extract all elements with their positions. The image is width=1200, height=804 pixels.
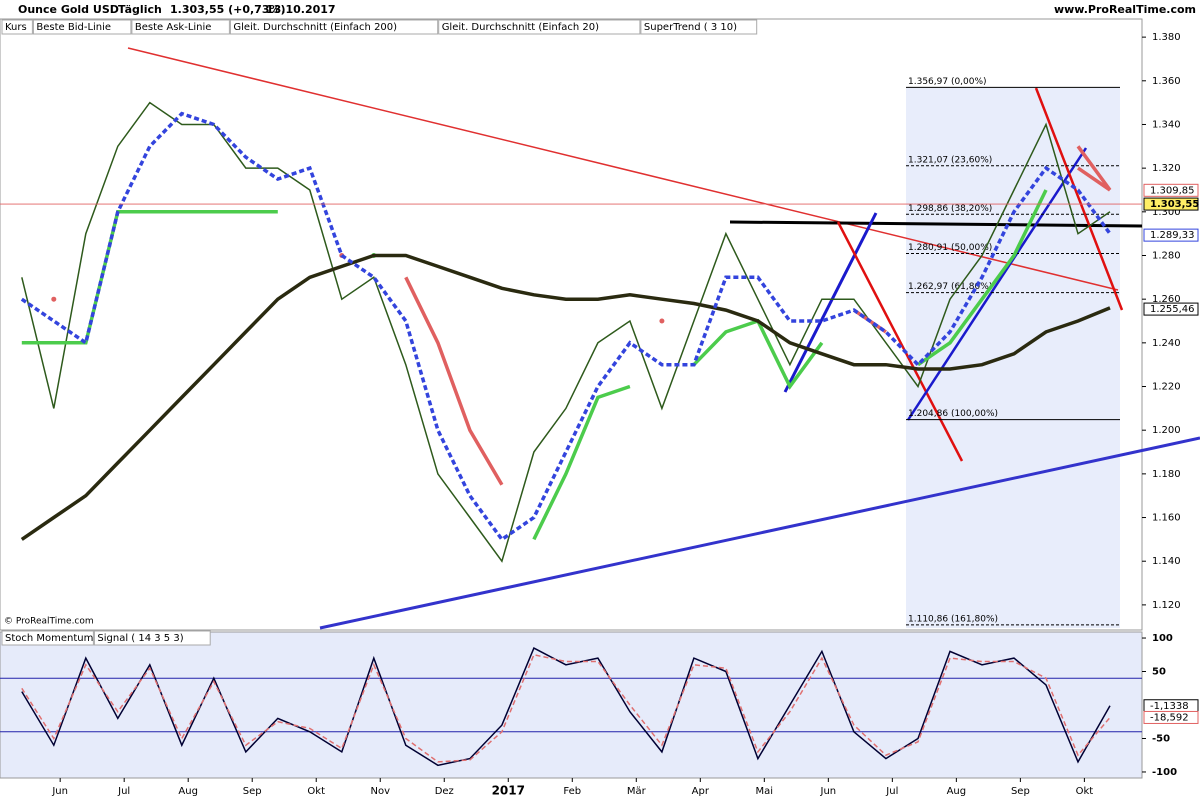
x-tick-label: Aug xyxy=(947,786,967,797)
x-tick-label: Mai xyxy=(756,786,774,797)
y-tick-label: 1.340 xyxy=(1152,119,1181,130)
fib-label: 1.204,86 (100,00%) xyxy=(908,409,998,419)
trend-line xyxy=(729,220,1143,228)
legend-label: Stoch Momentum xyxy=(5,633,93,644)
series-line xyxy=(404,276,504,486)
trend-line xyxy=(906,147,1088,421)
x-tick-label: Feb xyxy=(563,786,581,797)
legend-box xyxy=(438,19,641,35)
legend-box xyxy=(1,19,33,35)
legend-label: Gleit. Durchschnitt (Einfach 200) xyxy=(233,22,397,33)
x-tick-label: Sep xyxy=(1011,786,1030,797)
x-tick-label: Jun xyxy=(820,786,837,797)
y-tick-label: 1.360 xyxy=(1152,76,1181,87)
x-tick-label: Okt xyxy=(307,786,325,797)
legend-label: Signal ( 14 3 5 3) xyxy=(97,633,183,644)
price-tag-label: -1,1338 xyxy=(1150,701,1189,712)
price-tag xyxy=(1143,710,1199,724)
fib-label: 1.298,86 (38,20%) xyxy=(908,204,992,214)
series-line xyxy=(20,253,1111,541)
price-tag-label: 1.289,33 xyxy=(1150,230,1195,241)
legend-box xyxy=(229,19,439,35)
series-point xyxy=(51,296,57,302)
legend-label: SuperTrend ( 3 10) xyxy=(644,22,737,33)
x-tick-label: Jul xyxy=(885,786,898,797)
series-point xyxy=(659,318,665,324)
trend-line xyxy=(836,221,964,462)
fib-label: 1.110,86 (161,80%) xyxy=(908,614,998,624)
series-line xyxy=(1077,166,1111,192)
trend-line xyxy=(319,436,1200,630)
y-tick-label: 1.220 xyxy=(1152,382,1181,393)
date: 13.10.2017 xyxy=(266,3,336,16)
y-tick-label: 1.320 xyxy=(1152,163,1181,174)
y-tick-label: 50 xyxy=(1152,667,1166,678)
series-line xyxy=(917,189,1048,367)
price-tag xyxy=(1143,183,1199,197)
series-line xyxy=(21,210,278,345)
y-tick-label: 1.240 xyxy=(1152,338,1181,349)
period: Täglich xyxy=(118,3,162,16)
series-line xyxy=(532,384,631,541)
x-tick-label: Aug xyxy=(178,786,198,797)
price-tag xyxy=(1143,228,1199,242)
instrument: Ounce Gold USD xyxy=(18,3,119,16)
series-line xyxy=(1076,145,1112,192)
watermark: © ProRealTime.com xyxy=(4,617,94,627)
y-tick-label: 1.260 xyxy=(1152,294,1181,305)
trend-lines xyxy=(127,47,1200,630)
y-tick-label: 1.120 xyxy=(1152,600,1181,611)
stoch-panel xyxy=(0,631,1143,779)
x-tick-label: Dez xyxy=(435,786,454,797)
y-tick-label: 1.280 xyxy=(1152,250,1181,261)
y-tick-label: 1.140 xyxy=(1152,556,1181,567)
price-tag-label: -18,592 xyxy=(1150,712,1189,723)
legend-box xyxy=(1,630,94,646)
y-tick-label: -100 xyxy=(1152,767,1177,778)
fib-label: 1.280,91 (50,00%) xyxy=(908,243,992,253)
legend-label: Kurs xyxy=(5,22,27,33)
y-tick-label: 1.300 xyxy=(1152,207,1181,218)
legend-label: Beste Ask-Linie xyxy=(135,22,212,33)
legend-label: Beste Bid-Linie xyxy=(36,22,111,33)
x-tick-label: Nov xyxy=(370,786,390,797)
trend-line xyxy=(127,47,1119,291)
y-tick-label: 1.380 xyxy=(1152,32,1181,43)
x-tick-label: 2017 xyxy=(492,784,525,798)
price: 1.303,55 (+0,73%) xyxy=(170,3,286,16)
y-tick-label: 1.200 xyxy=(1152,425,1181,436)
trend-line xyxy=(1034,87,1124,311)
price-tag-label: 1.309,85 xyxy=(1150,185,1195,196)
y-tick-label: 1.180 xyxy=(1152,469,1181,480)
fib-label: 1.262,97 (61,80%) xyxy=(908,282,992,292)
legend-box xyxy=(131,19,230,35)
trend-line xyxy=(783,212,878,393)
price-tag xyxy=(1143,197,1199,211)
legend-label: Gleit. Durchschnitt (Einfach 20) xyxy=(442,22,599,33)
y-tick-label: -50 xyxy=(1152,733,1170,744)
y-tick-label: 1.160 xyxy=(1152,513,1181,524)
x-tick-label: Jul xyxy=(117,786,130,797)
series-line xyxy=(21,653,1111,763)
x-tick-label: Okt xyxy=(1076,786,1094,797)
x-tick-label: Mär xyxy=(627,786,647,797)
legend-box xyxy=(640,19,758,35)
price-tag-label: 1.303,55 xyxy=(1150,199,1199,210)
x-tick-label: Jun xyxy=(51,786,68,797)
price-tag xyxy=(1143,302,1199,316)
fib-label: 1.356,97 (0,00%) xyxy=(908,77,987,87)
site: www.ProRealTime.com xyxy=(1054,3,1196,16)
series-line xyxy=(20,111,1112,542)
fib-label: 1.321,07 (23,60%) xyxy=(908,155,992,165)
legend-box xyxy=(32,19,132,35)
fib-zone xyxy=(906,88,1120,628)
legend-box xyxy=(93,630,211,646)
y-tick-label: 100 xyxy=(1152,633,1173,644)
price-tag-label: 1.255,46 xyxy=(1150,304,1195,315)
x-tick-label: Apr xyxy=(692,786,710,797)
x-tick-label: Sep xyxy=(243,786,262,797)
